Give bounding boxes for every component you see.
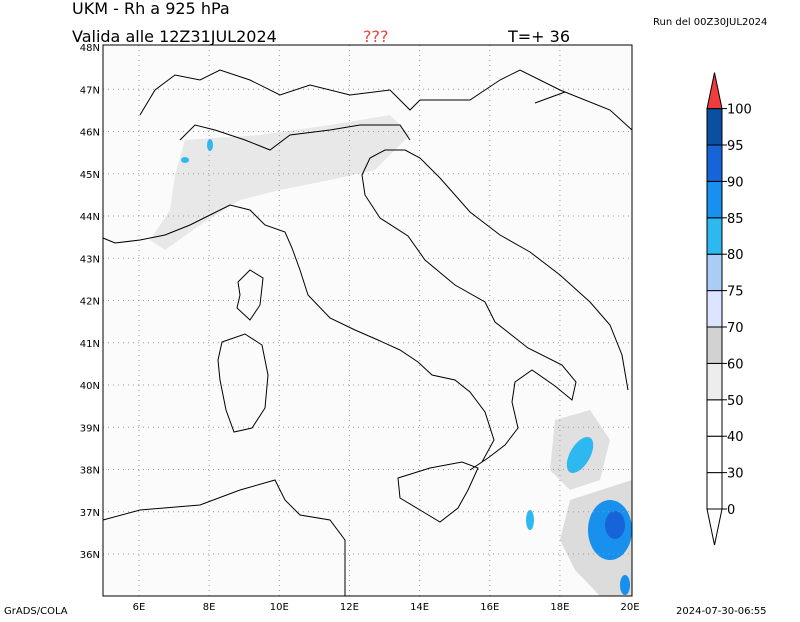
- colorbar-segment: [706, 290, 723, 328]
- colorbar-segment: [706, 326, 723, 364]
- map: [102, 44, 633, 597]
- colorbar-segment: [706, 217, 723, 255]
- colorbar-label: 75: [727, 285, 744, 300]
- humidity-area: [150, 115, 410, 250]
- lat-label: 38N: [80, 466, 100, 477]
- lat-label: 45N: [80, 170, 100, 181]
- lon-label: 14E: [410, 602, 429, 613]
- lat-label: 40N: [80, 381, 100, 392]
- colorbar-segment: [706, 180, 723, 219]
- lat-label: 48N: [80, 43, 100, 54]
- colorbar-label: 100: [727, 103, 752, 118]
- humidity-area: [207, 139, 213, 151]
- colorbar-segment: [706, 399, 723, 437]
- coastline: [102, 149, 629, 471]
- valid-time: Valida alle 12Z31JUL2024: [72, 27, 277, 46]
- humidity-area: [566, 436, 594, 474]
- border: [179, 124, 411, 151]
- colorbar-segment: [706, 144, 723, 182]
- coastline: [102, 479, 346, 596]
- colorbar-segment: [706, 108, 723, 146]
- humidity-area: [526, 510, 534, 530]
- humidity-area: [181, 157, 189, 163]
- colorbar-label: 70: [727, 321, 744, 336]
- lat-label: 44N: [80, 212, 100, 223]
- lake: [534, 91, 566, 104]
- lon-label: 10E: [270, 602, 289, 613]
- lon-label: 12E: [340, 602, 359, 613]
- footer-right: 2024-07-30-06:55: [676, 606, 767, 617]
- lon-label: 18E: [550, 602, 569, 613]
- lon-label: 16E: [480, 602, 499, 613]
- colorbar-label: 95: [727, 139, 744, 154]
- coastline: [236, 269, 264, 321]
- coastline: [397, 461, 479, 523]
- colorbar-segment: [706, 362, 723, 401]
- colorbar-label: 50: [727, 394, 744, 409]
- colorbar-label: 90: [727, 175, 744, 190]
- coastline: [217, 333, 269, 433]
- title: UKM - Rh a 925 hPa: [72, 0, 230, 18]
- colorbar-segment: [706, 472, 723, 510]
- humidity-area: [605, 511, 625, 539]
- lat-label: 43N: [80, 254, 100, 265]
- unknown-label: ???: [363, 27, 388, 46]
- lat-label: 46N: [80, 128, 100, 139]
- colorbar: 0 30 40 50 60 70 75 80 85 90 95 100: [706, 72, 752, 546]
- lat-label: 42N: [80, 297, 100, 308]
- step: T=+ 36: [507, 27, 570, 46]
- colorbar-label: 40: [727, 430, 744, 445]
- colorbar-label: 0: [727, 503, 735, 518]
- humidity-area: [620, 575, 630, 595]
- map-frame: [102, 44, 633, 597]
- colorbar-end: [706, 72, 723, 110]
- lat-label: 39N: [80, 423, 100, 434]
- run-info: Run del 00Z30JUL2024: [653, 17, 767, 28]
- colorbar-label: 85: [727, 212, 744, 227]
- lat-label: 41N: [80, 339, 100, 350]
- lon-label: 20E: [621, 602, 640, 613]
- lon-label: 6E: [133, 602, 146, 613]
- colorbar-label: 60: [727, 357, 744, 372]
- lat-label: 47N: [80, 85, 100, 96]
- colorbar-segment: [706, 253, 723, 292]
- colorbar-label: 30: [727, 467, 744, 482]
- lon-label: 8E: [203, 602, 216, 613]
- border: [139, 69, 633, 131]
- lat-label: 37N: [80, 508, 100, 519]
- lat-label: 36N: [80, 550, 100, 561]
- colorbar-segment: [706, 435, 723, 474]
- colorbar-label: 80: [727, 248, 744, 263]
- footer-left: GrADS/COLA: [4, 606, 68, 617]
